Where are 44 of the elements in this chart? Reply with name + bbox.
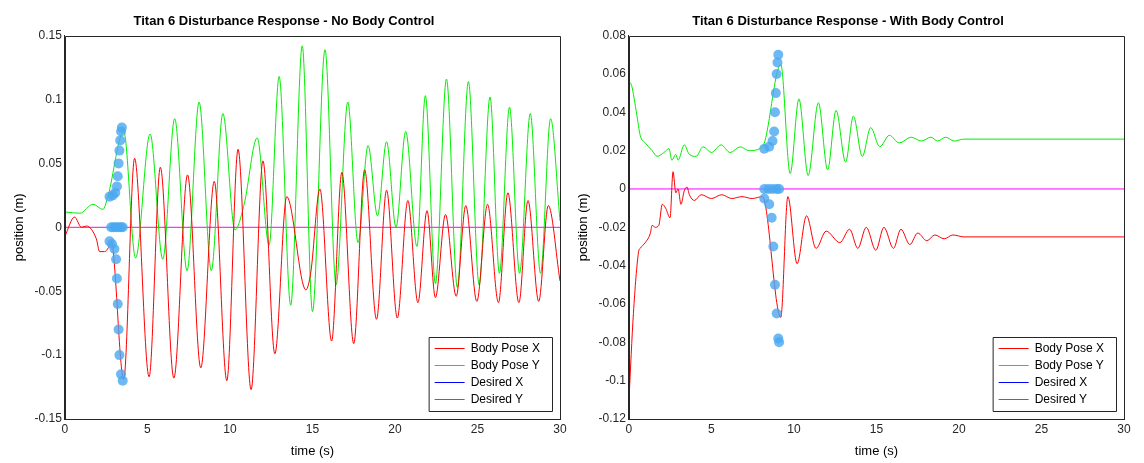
- y-tick-label: 0.04: [602, 104, 627, 119]
- x-axis-title: time (s): [290, 442, 335, 458]
- legend-label: Desired Y: [470, 391, 524, 406]
- y-tick-label: -0.12: [598, 411, 627, 426]
- legend-label: Desired X: [470, 374, 524, 389]
- x-tick-label: 10: [787, 421, 801, 436]
- y-tick-label: -0.1: [605, 372, 627, 387]
- x-axis-title: time (s): [854, 442, 899, 458]
- x-tick-label: 20: [388, 421, 402, 436]
- y-tick-label: -0.02: [598, 219, 627, 234]
- y-tick-label: 0.06: [602, 66, 627, 81]
- y-tick-label: -0.08: [598, 334, 627, 349]
- legend-label: Body Pose Y: [470, 357, 540, 372]
- x-tick-label: 25: [470, 421, 485, 436]
- y-tick-label: 0.08: [602, 27, 627, 42]
- y-tick-label: -0.06: [598, 296, 627, 311]
- y-tick-label: -0.15: [34, 411, 63, 426]
- x-tick-label: 30: [1117, 421, 1131, 436]
- legend-label: Body Pose X: [470, 340, 540, 355]
- legend-label: Body Pose X: [1034, 340, 1104, 355]
- legend-label: Desired Y: [1034, 391, 1088, 406]
- x-tick-label: 15: [869, 421, 884, 436]
- y-tick-label: 0.15: [38, 27, 63, 42]
- y-tick-label: 0: [619, 181, 627, 196]
- x-tick-label: 25: [1034, 421, 1049, 436]
- y-tick-label: 0: [55, 219, 63, 234]
- x-tick-label: 10: [223, 421, 237, 436]
- x-tick-label: 20: [952, 421, 966, 436]
- y-tick-label: 0.02: [602, 142, 627, 157]
- y-axis-title: position (m): [11, 193, 27, 262]
- y-axis-title: position (m): [575, 193, 591, 262]
- x-tick-label: 30: [553, 421, 567, 436]
- legend-label: Body Pose Y: [1034, 357, 1104, 372]
- x-tick-label: 5: [144, 421, 152, 436]
- y-tick-label: -0.1: [41, 347, 63, 362]
- x-tick-label: 15: [305, 421, 320, 436]
- legend-label: Desired X: [1034, 374, 1088, 389]
- x-tick-label: 5: [708, 421, 716, 436]
- y-tick-label: -0.04: [598, 257, 627, 272]
- y-tick-label: 0.05: [38, 155, 63, 170]
- y-tick-label: -0.05: [34, 283, 63, 298]
- y-tick-label: 0.1: [45, 91, 63, 106]
- chart-title: Titan 6 Disturbance Response - With Body Control: [692, 13, 1004, 29]
- chart-title: Titan 6 Disturbance Response - No Body Control: [133, 13, 435, 29]
